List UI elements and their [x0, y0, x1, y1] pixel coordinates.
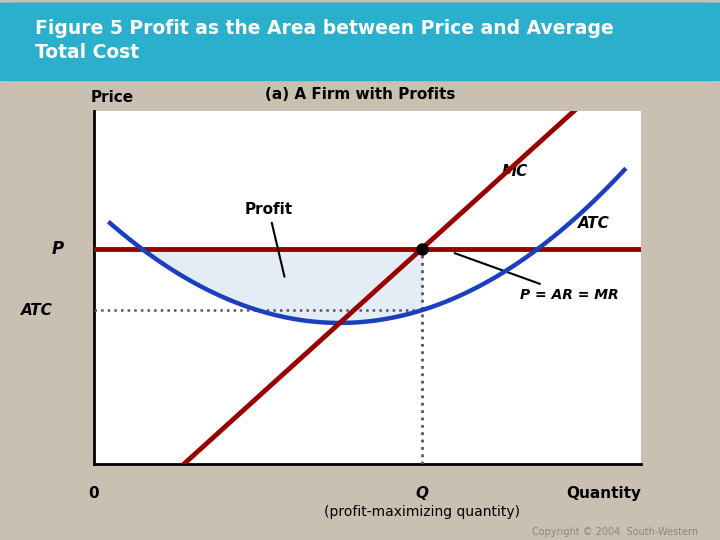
Text: (a) A Firm with Profits: (a) A Firm with Profits — [265, 87, 455, 102]
Text: Profit: Profit — [245, 202, 293, 276]
Text: Quantity: Quantity — [566, 485, 641, 501]
Text: P: P — [51, 240, 63, 258]
Text: Copyright © 2004  South-Western: Copyright © 2004 South-Western — [532, 527, 698, 537]
Text: 0: 0 — [89, 485, 99, 501]
Text: Price: Price — [91, 90, 134, 105]
Text: (profit-maximizing quantity): (profit-maximizing quantity) — [324, 505, 520, 519]
Text: Figure 5 Profit as the Area between Price and Average
Total Cost: Figure 5 Profit as the Area between Pric… — [35, 19, 614, 62]
Text: MC: MC — [501, 164, 528, 179]
Text: P = AR = MR: P = AR = MR — [454, 253, 619, 302]
Text: ATC: ATC — [578, 215, 610, 231]
Text: ATC: ATC — [21, 303, 53, 318]
Text: Q: Q — [415, 485, 428, 501]
FancyBboxPatch shape — [0, 3, 720, 81]
